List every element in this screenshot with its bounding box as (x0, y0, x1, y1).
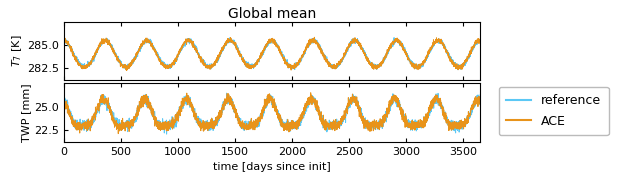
Legend: reference, ACE: reference, ACE (499, 87, 609, 135)
ACE (207, 67, 215, 69)
ACE (153, 52, 161, 54)
reference (476, 40, 484, 42)
reference (379, 62, 387, 64)
reference (152, 52, 160, 54)
reference (390, 37, 398, 39)
ACE (109, 50, 117, 52)
X-axis label: time [days since init]: time [days since init] (213, 162, 331, 172)
reference (109, 51, 117, 53)
reference (454, 69, 461, 71)
ACE (379, 61, 387, 63)
Y-axis label: $T_7$ [K]: $T_7$ [K] (10, 35, 24, 68)
reference (207, 67, 214, 69)
Y-axis label: TWP [mm]: TWP [mm] (22, 83, 31, 142)
ACE (218, 49, 225, 51)
ACE (310, 36, 318, 38)
reference (60, 39, 68, 41)
reference (218, 49, 225, 51)
ACE (60, 39, 68, 41)
Title: Global mean: Global mean (228, 7, 316, 21)
Line: ACE: ACE (64, 37, 480, 70)
ACE (173, 58, 180, 60)
ACE (123, 69, 131, 72)
reference (173, 56, 180, 58)
Line: reference: reference (64, 38, 480, 70)
ACE (476, 38, 484, 40)
